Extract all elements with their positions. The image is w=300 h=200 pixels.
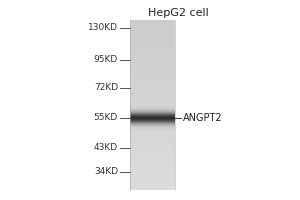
Text: 130KD: 130KD (88, 23, 118, 32)
Text: 43KD: 43KD (94, 144, 118, 152)
Text: HepG2 cell: HepG2 cell (148, 8, 208, 18)
Text: ANGPT2: ANGPT2 (183, 113, 223, 123)
Text: 55KD: 55KD (94, 114, 118, 122)
Text: 72KD: 72KD (94, 84, 118, 92)
Text: 95KD: 95KD (94, 55, 118, 64)
Text: 34KD: 34KD (94, 168, 118, 176)
